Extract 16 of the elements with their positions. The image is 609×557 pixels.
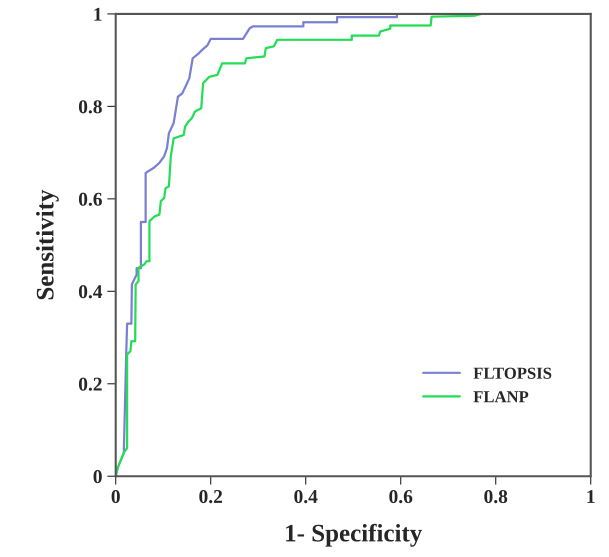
y-tick-label: 0.4	[78, 285, 102, 298]
y-axis-title: Sensitivity	[36, 190, 59, 300]
x-tick-label: 0.8	[484, 490, 508, 504]
x-tick-label: 0.2	[199, 490, 222, 504]
y-tick-label: 0	[94, 470, 102, 484]
legend-label: FLANP	[473, 391, 528, 402]
x-axis-title: 1- Specificity	[286, 524, 422, 547]
y-tick-label: 0.8	[78, 100, 102, 114]
y-tick-label: 0.2	[78, 378, 102, 391]
legend-label: FLTOPSIS	[473, 368, 552, 379]
x-tick-label: 1	[587, 490, 595, 503]
y-tick-label: 0.6	[78, 192, 102, 206]
x-tick-label: 0	[112, 490, 120, 504]
x-tick-label: 0.6	[389, 490, 412, 504]
x-tick-label: 0.4	[294, 490, 318, 504]
y-tick-label: 1	[94, 8, 102, 21]
